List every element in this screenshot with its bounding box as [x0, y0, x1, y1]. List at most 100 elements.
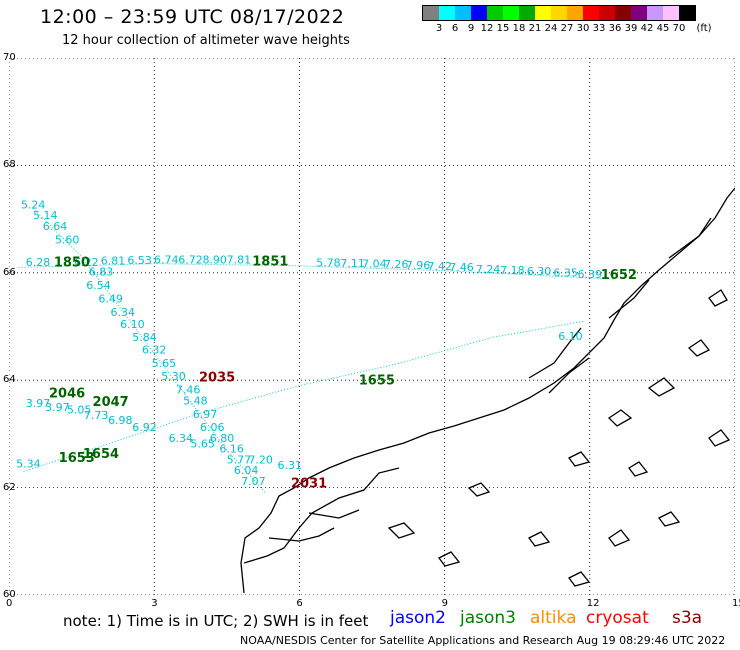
lake-1 [387, 522, 416, 539]
pass-time-label-s3a: 2031 [291, 477, 327, 492]
color-scale: 3 6 9 12 15 18 21 24 27 30 33 36 39 42 45 70 (ft) [422, 5, 712, 35]
wave-height-label: 7.96 [406, 259, 431, 272]
note-text: note: 1) Time is in UTC; 2) SWH is in fe… [63, 612, 369, 630]
longitude-tick-label: 6 [296, 598, 303, 609]
latitude-tick-label: 62 [3, 481, 16, 493]
pass-time-label-jason3: 2046 [49, 386, 85, 401]
wave-height-label: 7.24 [476, 263, 501, 276]
wave-height-label: 7.42 [428, 260, 453, 273]
wave-height-labels: 5.245.146.645.60 6.28 6.22 6.81 6.53 6.74 6.72… [16, 198, 602, 488]
wave-height-label: 5.78 [316, 256, 341, 269]
color-scale-swatches [422, 5, 696, 21]
lake-2 [467, 482, 491, 497]
wave-height-label: 5.65 [152, 357, 177, 370]
color-scale-swatch [503, 6, 519, 20]
fjord-2 [308, 509, 360, 519]
island-3 [687, 339, 711, 357]
wave-height-label: 6.31 [277, 459, 302, 472]
wave-height-label: 6.06 [200, 421, 225, 434]
map-plot[interactable]: 5.24 5.14 6.64 5.60 6.28 6.22 6.81 6.53 6.74 6.72… [9, 58, 735, 595]
fjord-5 [668, 217, 712, 259]
color-scale-label: 3 [435, 23, 443, 34]
pass-time-label-jason3: 1655 [359, 373, 395, 388]
color-scale-swatch [423, 6, 439, 20]
color-scale-swatch [663, 6, 679, 20]
color-scale-swatch [599, 6, 615, 20]
wave-height-label: 7.07 [241, 475, 266, 488]
pass-time-label-jason3: 1653 [59, 451, 95, 466]
satellite-track [18, 263, 615, 280]
island-6 [708, 289, 728, 307]
wave-height-label: 5.14 [33, 209, 58, 222]
map-canvas[interactable]: 5.245.146.645.60 6.28 6.22 6.81 6.53 6.74 6.72… [9, 58, 735, 595]
island-4 [568, 451, 591, 467]
color-scale-swatch [519, 6, 535, 20]
lake-5 [608, 529, 631, 547]
color-scale-swatch [535, 6, 551, 20]
color-scale-label: 36 [608, 23, 622, 34]
wave-height-label: 7.04 [362, 257, 387, 270]
footer-credit: NOAA/NESDIS Center for Satellite Applica… [240, 634, 726, 647]
wave-height-label: 6.92 [132, 421, 157, 434]
longitude-tick-label: 15 [732, 598, 740, 609]
pass-time-label-s3a: 2035 [199, 370, 235, 385]
color-scale-label: 27 [560, 23, 574, 34]
legend-item-jason2: jason2 [390, 608, 446, 628]
wave-height-label: 6.10 [558, 330, 583, 343]
wave-height-label: 6.34 [110, 306, 135, 319]
longitude-tick-label: 12 [586, 598, 600, 609]
latitude-tick-label: 64 [3, 374, 16, 386]
color-scale-swatch [583, 6, 599, 20]
wave-height-label: 6.04 [234, 464, 259, 477]
latitude-tick-label: 70 [3, 52, 16, 63]
wave-height-label: 7.46 [449, 261, 474, 274]
color-scale-swatch [615, 6, 631, 20]
gridlines [9, 58, 735, 595]
wave-height-label: 6.80 [210, 432, 235, 445]
wave-height-label: 6.64 [43, 220, 68, 233]
color-scale-unit: (ft) [696, 23, 712, 34]
wave-height-label: 6.74 [154, 254, 179, 267]
color-scale-label: 45 [656, 23, 670, 34]
fjord-1 [268, 527, 335, 542]
color-scale-label: 33 [592, 23, 606, 34]
legend-item-jason3: jason3 [460, 608, 516, 628]
wave-height-label: 7.26 [384, 258, 409, 271]
lake-8 [708, 429, 731, 447]
wave-height-label: 6.54 [86, 279, 111, 292]
pass-time-label-jason3: 1654 [83, 447, 119, 462]
wave-height-label: 7.11 [340, 257, 365, 270]
page-subtitle: 12 hour collection of altimeter wave hei… [62, 33, 350, 48]
color-scale-label: 6 [451, 23, 459, 34]
color-scale-label: 70 [672, 23, 686, 34]
color-scale-label: 18 [512, 23, 526, 34]
color-scale-swatch [487, 6, 503, 20]
pass-time-label-jason3: 1851 [252, 254, 288, 269]
longitude-tick-label: 0 [6, 598, 13, 609]
wave-height-label: 5.34 [16, 458, 41, 471]
color-scale-swatch [455, 6, 471, 20]
wave-height-label: 6.97 [193, 408, 218, 421]
pass-time-label-jason3: 2047 [93, 395, 129, 410]
fjord-4 [608, 279, 650, 319]
color-scale-swatch [551, 6, 567, 20]
lake-6 [658, 511, 681, 527]
color-scale-swatch [631, 6, 647, 20]
wave-height-label: 7.46 [176, 384, 201, 397]
color-scale-label: 24 [544, 23, 558, 34]
pass-time-label-jason3: 1850 [54, 255, 90, 270]
color-scale-label: 9 [467, 23, 475, 34]
wave-height-label: 6.32 [142, 343, 167, 356]
latitude-tick-label: 60 [3, 589, 16, 600]
page-title: 12:00 – 23:59 UTC 08/17/2022 [40, 6, 345, 28]
legend-item-s3a: s3a [672, 608, 703, 628]
color-scale-labels: 3 6 9 12 15 18 21 24 27 30 33 36 39 42 45 70 (ft) [422, 21, 712, 35]
wave-height-label: 5.65 [190, 437, 215, 450]
wave-height-label: 7.73 [84, 409, 109, 422]
wave-height-label: 5.48 [183, 394, 208, 407]
satellite-tracks [18, 208, 615, 494]
wave-height-label: 5.24 [21, 198, 46, 211]
wave-height-label: 6.72 [178, 254, 203, 267]
color-scale-label: 42 [640, 23, 654, 34]
